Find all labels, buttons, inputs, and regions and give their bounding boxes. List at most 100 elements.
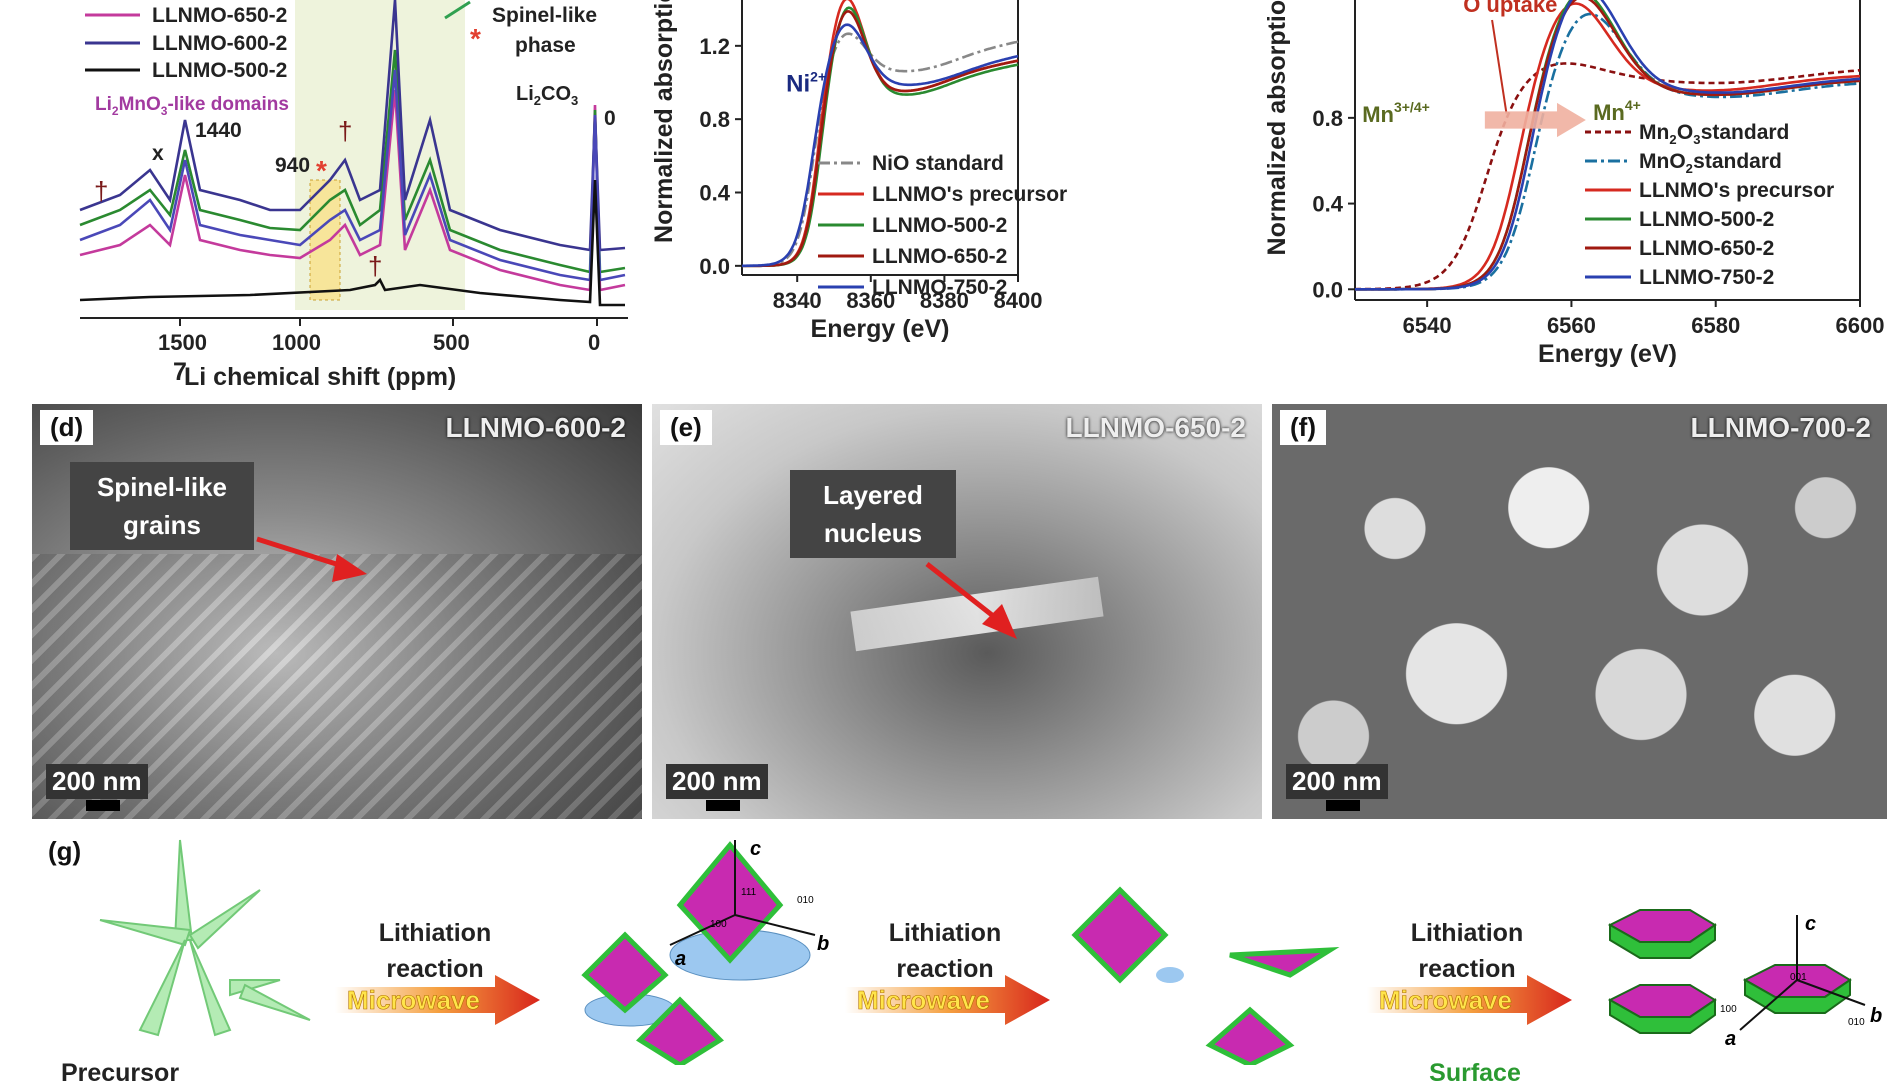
axis-b-label: b xyxy=(817,933,829,955)
series-line xyxy=(1354,62,1861,291)
nmr-curve-700 xyxy=(79,49,626,274)
o-uptake-label: O uptake xyxy=(1463,0,1557,17)
nmr-curve-600 xyxy=(79,0,626,252)
y-tick-label: 0.4 xyxy=(699,181,730,206)
surface-label: Surface xyxy=(1429,1059,1521,1087)
legend-item: LLNMO-650-2 xyxy=(1639,237,1774,260)
step-label: Lithiation reaction xyxy=(888,919,1002,983)
hexagonal-plates-illustration: c a b 001 100 010 xyxy=(1607,909,1882,1050)
y-axis-title: Normalized absorption xyxy=(650,0,678,243)
axis-a-label: a xyxy=(1725,1028,1736,1050)
precursor-needles-illustration xyxy=(99,839,311,1037)
y-tick-label: 0.4 xyxy=(1312,192,1343,217)
panel-c-mn-xanes-chart: 6540 6560 6580 6600 0.0 0.4 0.8 Energy (eV) Norm… xyxy=(1263,0,1884,368)
scale-bar xyxy=(86,800,120,811)
spinel-phase-label: Spinel-like phase xyxy=(492,4,597,57)
x-mark: x xyxy=(152,142,164,165)
x-tick-label: 6560 xyxy=(1547,313,1596,338)
legend-item: LLNMO-650-2 xyxy=(872,245,1007,268)
zero-label: 0 xyxy=(604,107,616,130)
scale-label: 200 nm xyxy=(46,764,148,799)
series-line xyxy=(1355,12,1861,291)
li2mno3-domains-label: Li2MnO3-like domains xyxy=(95,94,289,118)
scale-bar xyxy=(1326,800,1360,811)
x-tick-label: 6580 xyxy=(1691,313,1740,338)
x-tick-label: 8400 xyxy=(994,288,1043,313)
legend-item: LLNMO-500-2 xyxy=(1639,208,1774,231)
dagger-icon: † xyxy=(368,251,382,281)
scale-bar xyxy=(706,800,740,811)
x-axis-title-sup: 7 xyxy=(173,358,187,386)
legend-item: LLNMO's precursor xyxy=(1639,179,1834,202)
x-tick-label: 8360 xyxy=(846,288,895,313)
facet-001: 001 xyxy=(1790,972,1807,983)
panel-tag: (f) xyxy=(1280,410,1326,445)
series-line xyxy=(742,32,1019,268)
octahedra-cluster-1: c a b 111 100 010 xyxy=(581,838,829,1065)
legend-item-500: LLNMO-500-2 xyxy=(152,59,287,82)
940-region-box xyxy=(309,179,341,301)
y-axis-title: Normalized absorption xyxy=(1263,0,1291,255)
nmr-curve-750 xyxy=(79,69,626,282)
microwave-label: Microwave xyxy=(857,985,990,1015)
legend-item-600: LLNMO-600-2 xyxy=(152,32,287,55)
facet-100: 100 xyxy=(1720,1004,1737,1015)
axis-c-label: c xyxy=(750,838,761,860)
sample-label: LLNMO-600-2 xyxy=(445,412,626,443)
step-label: Lithiation reaction xyxy=(1410,919,1524,983)
panel-tag: (d) xyxy=(40,410,94,445)
panel-a-nmr-plot: 1500 1000 500 0 7 Li chemical shift (ppm… xyxy=(79,0,628,391)
x-tick-label: 0 xyxy=(588,330,600,355)
asterisk-icon: * xyxy=(470,23,481,54)
uptake-arrow-icon xyxy=(1491,19,1508,114)
mn4-label: Mn4+ xyxy=(1593,97,1641,125)
panel-a-x-ticks: 1500 1000 500 0 xyxy=(158,318,600,355)
legend-item: Mn2 O3 standard xyxy=(1639,121,1789,147)
series-line xyxy=(1355,0,1861,291)
series-line xyxy=(1355,0,1861,291)
legend-item: LLNMO's precursor xyxy=(872,183,1067,206)
particle-texture xyxy=(1272,404,1887,819)
x-axis-title: Li chemical shift (ppm) xyxy=(184,363,456,391)
scale-label: 200 nm xyxy=(666,764,768,799)
y-tick-label: 1.2 xyxy=(699,34,730,59)
microwave-arrow-2: Microwave xyxy=(845,975,1050,1025)
x-tick-label: 500 xyxy=(433,330,470,355)
x-tick-label: 1000 xyxy=(272,330,321,355)
legend-item: LLNMO-750-2 xyxy=(872,276,1007,299)
series-line xyxy=(742,23,1019,268)
asterisk-icon: * xyxy=(316,155,327,186)
x-tick-label: 8380 xyxy=(920,288,969,313)
step-label: Lithiation reaction xyxy=(378,919,492,983)
sample-label: LLNMO-650-2 xyxy=(1065,412,1246,443)
nmr-curve-650 xyxy=(79,89,626,292)
red-arrow-icon xyxy=(256,536,367,582)
series-line xyxy=(1355,0,1861,291)
legend-item: NiO standard xyxy=(872,152,1004,175)
peak-1440-label: 1440 xyxy=(195,119,242,142)
sample-label: LLNMO-700-2 xyxy=(1690,412,1871,443)
y-tick-label: 0.8 xyxy=(1312,106,1343,131)
scale-label: 200 nm xyxy=(1286,764,1388,799)
spinel-grains-callout: Spinel-like grains xyxy=(70,462,254,550)
legend-item: MnO2 standard xyxy=(1639,150,1782,176)
axis-a-label: a xyxy=(675,948,686,970)
x-axis-title: Energy (eV) xyxy=(1538,340,1677,368)
axis-c-label: c xyxy=(1805,913,1816,935)
facet-010: 010 xyxy=(1848,1017,1865,1028)
sem-panel-f: (f) LLNMO-700-2 200 nm xyxy=(1272,404,1887,819)
legend-item: LLNMO-750-2 xyxy=(1639,266,1774,289)
axis-b-label: b xyxy=(1870,1005,1882,1027)
legend-item-650: LLNMO-650-2 xyxy=(152,4,287,27)
green-arrow-icon xyxy=(444,0,471,20)
microwave-label: Microwave xyxy=(1379,985,1512,1015)
legend-item: LLNMO-500-2 xyxy=(872,214,1007,237)
red-arrow-icon xyxy=(925,562,1017,639)
microwave-arrow-1: Microwave xyxy=(335,975,540,1025)
x-tick-label: 6540 xyxy=(1403,313,1452,338)
x-tick-label: 1500 xyxy=(158,330,207,355)
panel-tag: (e) xyxy=(660,410,712,445)
panel-tag: (g) xyxy=(48,836,82,866)
y-tick-label: 0.0 xyxy=(1312,277,1343,302)
ni2plus-label: Ni2+ xyxy=(786,69,826,98)
